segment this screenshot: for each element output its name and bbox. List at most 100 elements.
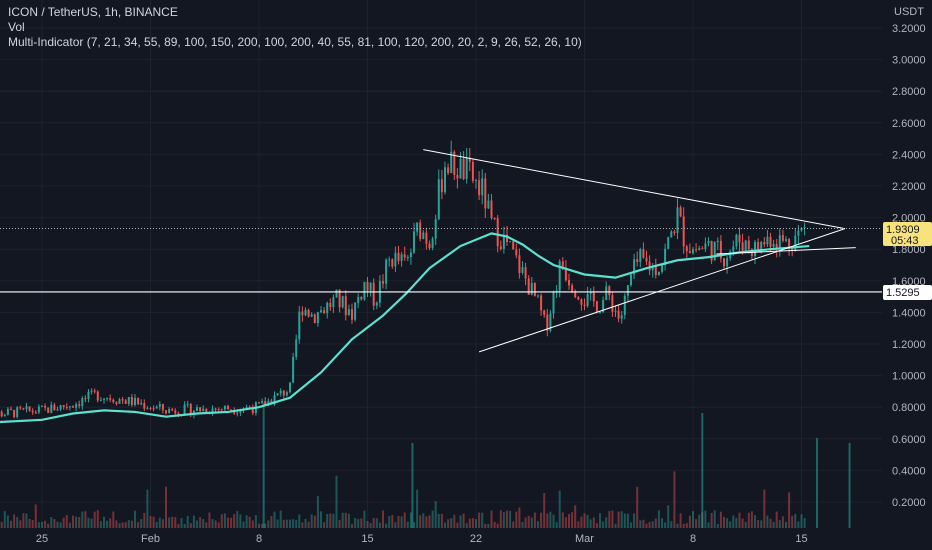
candle-body [626, 285, 629, 296]
volume-bar [509, 510, 512, 528]
volume-bar [199, 517, 202, 528]
volume-bar [459, 515, 462, 528]
candle-body [329, 302, 332, 307]
candle-body [642, 249, 645, 258]
volume-bar [68, 522, 71, 528]
volume-bar [673, 471, 676, 528]
volume-bar [419, 515, 422, 528]
candle-body [661, 265, 663, 272]
candle-body [595, 301, 598, 313]
volume-bar [180, 517, 183, 528]
candle-body [462, 158, 465, 180]
volume-bar [16, 517, 19, 528]
volume-bar [568, 514, 570, 528]
volume-bar [741, 518, 744, 528]
trendline[interactable] [423, 149, 845, 230]
multi-indicator-label[interactable]: Multi-Indicator (7, 21, 34, 55, 89, 100,… [8, 35, 582, 49]
volume-bar [258, 523, 260, 528]
volume-bar [388, 516, 391, 528]
candle-body [701, 248, 704, 250]
volume-bar [716, 523, 719, 528]
volume-bar [642, 519, 645, 528]
candle-body [437, 179, 440, 220]
volume-bar [211, 518, 214, 528]
volume-bar [174, 517, 177, 528]
volume-bar [679, 513, 682, 528]
candle-body [440, 179, 443, 193]
volume-bar [481, 512, 484, 528]
volume-bar [723, 516, 725, 528]
volume-bar [233, 514, 236, 528]
candle-body [564, 267, 567, 280]
candle-body [431, 238, 434, 248]
price-tick-label: 2.4000 [892, 149, 926, 161]
candle-body [19, 407, 22, 409]
candle-body [391, 259, 394, 267]
candle-body [493, 218, 496, 220]
candle-body [422, 232, 425, 239]
candle-body [282, 390, 285, 396]
volume-bar [778, 520, 781, 528]
candle-body [409, 252, 412, 258]
volume-bar [230, 517, 233, 528]
candle-body [425, 232, 428, 244]
volume-bar [502, 512, 505, 528]
candle-body [227, 405, 229, 410]
candle-body [338, 289, 341, 308]
candle-body [757, 241, 760, 251]
time-axis[interactable]: 25 Feb 8 15 22 Mar 8 15 [36, 533, 808, 545]
volume-bar [577, 521, 580, 528]
candle-body [106, 398, 109, 400]
candle-body [347, 309, 350, 316]
volume-bar [512, 521, 515, 528]
candle-body [245, 406, 248, 409]
candle-body [121, 399, 124, 401]
candle-body [37, 406, 40, 413]
chart-legend: ICON / TetherUS, 1h, BINANCE Vol Multi-I… [8, 5, 582, 50]
candle-body [419, 222, 422, 239]
level-price-badge [883, 285, 932, 300]
candle-body [366, 281, 369, 291]
volume-bar [688, 515, 691, 528]
volume-bar [329, 513, 332, 528]
candle-body [403, 254, 406, 258]
candle-body [351, 309, 353, 320]
price-axis[interactable]: USDT 3.2000 3.0000 2.8000 2.6000 2.4000 2.200… [892, 6, 926, 509]
volume-bar [366, 520, 369, 528]
volume-bar [267, 520, 270, 528]
volume-bar [165, 486, 167, 528]
candle-body [251, 408, 254, 414]
volume-bar [468, 518, 471, 528]
symbol-title[interactable]: ICON / TetherUS, 1h, BINANCE [8, 5, 178, 19]
volume-bar [248, 516, 251, 528]
volume-bar [202, 519, 205, 528]
trendlines[interactable] [423, 149, 856, 353]
current-price-badge [883, 222, 932, 246]
volume-bar [155, 522, 158, 528]
volume-bar [411, 443, 414, 528]
volume-bar [620, 511, 623, 528]
volume-bar [168, 517, 171, 528]
volume-bar [617, 511, 620, 528]
candle-body [112, 399, 115, 402]
candle-body [685, 246, 688, 252]
countdown-badge-text: 05:43 [891, 235, 919, 247]
candle-body [341, 296, 344, 308]
candle-body [645, 257, 648, 262]
volume-bar [450, 518, 453, 528]
trendline[interactable] [478, 228, 846, 353]
candle-body [279, 390, 282, 394]
candle-body [456, 174, 459, 179]
volume-indicator-label[interactable]: Vol [8, 20, 25, 34]
candle-body [264, 401, 267, 406]
volume-bar [320, 511, 322, 528]
volume-bar [664, 522, 667, 528]
volume-bar [397, 516, 400, 528]
trendline[interactable] [716, 247, 856, 255]
candle-body [478, 180, 481, 196]
volume-bar [626, 513, 629, 528]
candle-body [763, 242, 766, 245]
price-tick-label: 0.4000 [892, 465, 926, 477]
volume-bar [506, 510, 508, 528]
